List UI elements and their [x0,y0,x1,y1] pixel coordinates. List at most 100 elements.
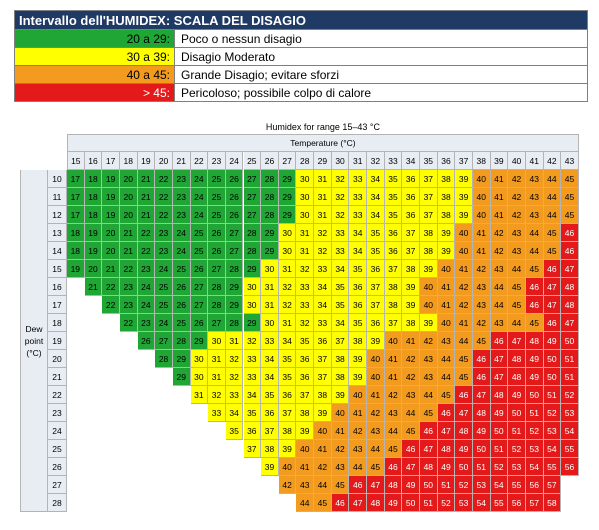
humidex-cell: 43 [490,260,509,278]
humidex-cell: 31 [261,296,279,314]
humidex-cell: 29 [243,260,262,278]
humidex-cell: 37 [243,440,262,458]
humidex-cell: 31 [278,314,297,332]
humidex-cell: 26 [225,206,244,224]
humidex-cell: 49 [402,476,420,494]
humidex-cell: 41 [367,386,385,404]
temperature-col-header: 32 [367,152,385,170]
humidex-cell: 32 [314,242,332,260]
humidex-cell: 45 [402,422,420,440]
humidex-cell: 21 [119,224,138,242]
humidex-cell: 22 [119,314,138,332]
humidex-cell: 35 [243,404,262,422]
humidex-cell: 40 [314,422,332,440]
humidex-cell: 37 [402,242,420,260]
dew-point-row-header: 13 [48,224,67,242]
humidex-cell: 33 [349,206,368,224]
dew-point-row-header: 28 [48,494,67,512]
humidex-cell: 39 [420,314,438,332]
humidex-cell: 23 [172,206,191,224]
humidex-cell: 36 [384,242,403,260]
humidex-cell: 56 [561,458,579,476]
humidex-cell: 45 [331,476,350,494]
temperature-col-header: 17 [102,152,120,170]
humidex-cell: 30 [261,314,279,332]
humidex-cell: 37 [420,188,438,206]
humidex-cell: 41 [490,188,509,206]
humidex-cell: 43 [420,368,438,386]
humidex-cell: 26 [190,260,209,278]
humidex-cell: 24 [190,170,209,188]
humidex-cell: 18 [84,170,103,188]
humidex-cell: 40 [367,368,385,386]
humidex-cell: 36 [296,368,315,386]
humidex-cell: 31 [208,350,226,368]
humidex-cell: 31 [296,242,315,260]
humidex-cell: 47 [402,458,420,476]
humidex-cell: 25 [155,296,173,314]
humidex-cell: 45 [367,458,385,476]
humidex-cell: 19 [102,206,120,224]
humidex-cell: 43 [331,458,350,476]
humidex-cell: 55 [490,494,509,512]
humidex-cell: 27 [190,296,209,314]
humidex-cell: 43 [384,404,403,422]
humidex-cell: 22 [119,260,138,278]
legend-description: Pericoloso; possibile colpo di calore [174,83,588,102]
humidex-cell: 32 [278,296,297,314]
humidex-cell: 49 [543,332,562,350]
temperature-col-header: 18 [119,152,138,170]
humidex-cell: 18 [84,188,103,206]
temperature-col-header: 41 [525,152,544,170]
temperature-col-header: 27 [278,152,297,170]
humidex-cell: 23 [172,170,191,188]
humidex-cell: 43 [349,440,368,458]
temperature-col-header: 31 [349,152,368,170]
temperature-col-header: 34 [402,152,420,170]
humidex-cell: 39 [437,242,456,260]
humidex-cell: 45 [525,260,544,278]
humidex-cell: 23 [155,242,173,260]
humidex-cell: 37 [261,422,279,440]
legend-description: Grande Disagio; evitare sforzi [174,65,588,84]
humidex-cell: 44 [367,440,385,458]
legend-row: > 45: Pericoloso; possibile colpo di cal… [14,83,588,102]
temperature-col-header: 24 [225,152,244,170]
humidex-cell: 48 [490,386,509,404]
humidex-cell: 29 [278,170,297,188]
humidex-cell: 25 [190,224,209,242]
dew-point-header-bg [20,170,48,512]
humidex-cell: 17 [67,170,85,188]
humidex-cell: 35 [349,260,368,278]
humidex-cell: 47 [543,296,562,314]
humidex-cell: 54 [525,458,544,476]
humidex-cell: 53 [561,404,579,422]
humidex-cell: 47 [561,260,579,278]
humidex-cell: 49 [384,494,403,512]
humidex-cell: 41 [472,224,491,242]
dew-point-row-header: 17 [48,296,67,314]
humidex-cell: 43 [490,314,509,332]
humidex-cell: 20 [102,224,120,242]
humidex-cell: 30 [243,278,262,296]
humidex-cell: 46 [525,296,544,314]
humidex-cell: 39 [296,422,315,440]
humidex-cell: 33 [349,170,368,188]
humidex-cell: 41 [314,440,332,458]
humidex-cell: 20 [119,170,138,188]
humidex-cell: 49 [508,386,526,404]
humidex-cell: 38 [296,404,315,422]
humidex-cell: 30 [296,206,315,224]
humidex-cell: 48 [367,494,385,512]
humidex-cell: 42 [349,422,368,440]
temperature-col-header: 43 [561,152,579,170]
legend-row: 20 a 29: Poco o nessun disagio [14,29,588,48]
humidex-cell: 34 [243,386,262,404]
humidex-cell: 25 [208,170,226,188]
humidex-cell: 36 [314,332,332,350]
dew-point-row-header: 16 [48,278,67,296]
humidex-cell: 42 [508,170,526,188]
humidex-cell: 53 [525,440,544,458]
humidex-cell: 42 [278,476,297,494]
humidex-cell: 45 [508,278,526,296]
